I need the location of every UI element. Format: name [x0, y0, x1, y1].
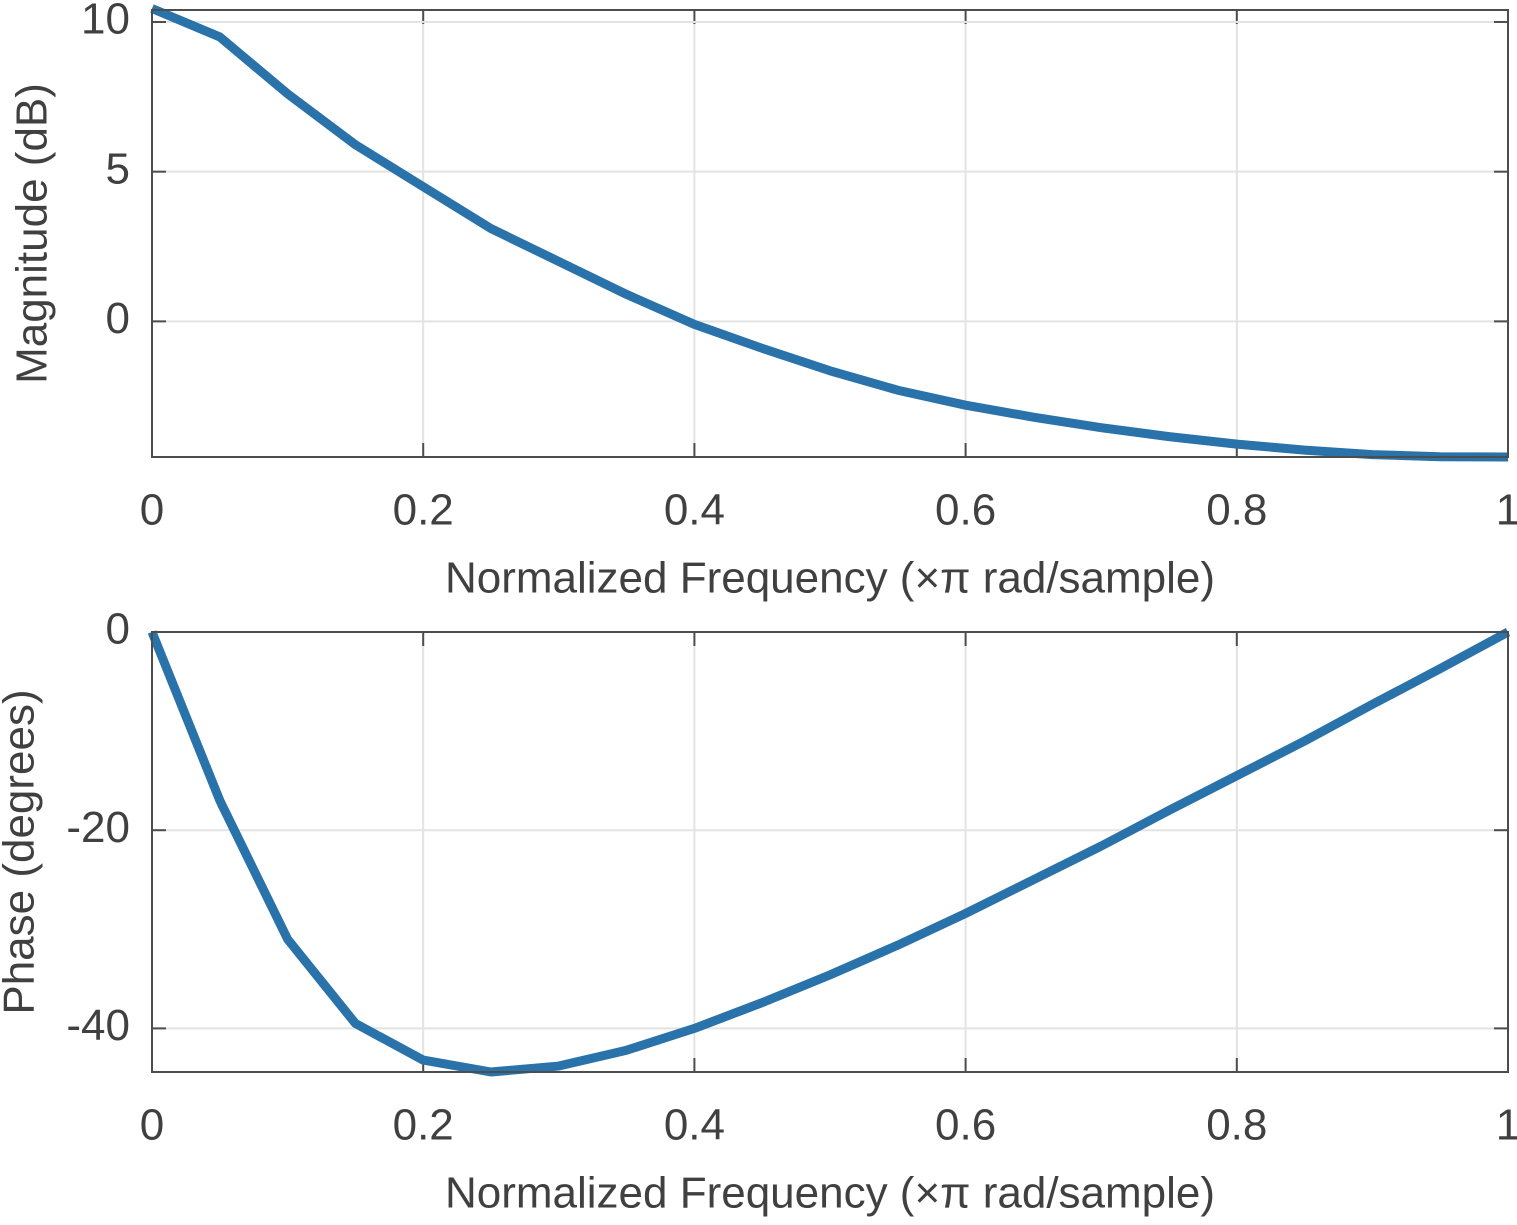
y-tick-label: 0	[106, 605, 130, 654]
y-tick-label: -40	[66, 1001, 130, 1050]
x-axis-label: Normalized Frequency (×π rad/sample)	[445, 1169, 1215, 1218]
plot-area	[152, 10, 1508, 457]
x-tick-label: 0	[140, 1101, 164, 1150]
x-tick-label: 0	[140, 486, 164, 535]
axes-box	[151, 631, 1509, 1073]
plot-area	[152, 632, 1508, 1072]
x-tick-label: 0.6	[935, 486, 996, 535]
x-axis-label: Normalized Frequency (×π rad/sample)	[445, 554, 1215, 603]
x-tick-label: 1	[1496, 486, 1517, 535]
line	[147, 628, 1511, 1077]
y-tick-label: -20	[66, 803, 130, 852]
x-tick-label: 0.8	[1206, 1101, 1267, 1150]
x-tick-label: 1	[1496, 1101, 1517, 1150]
line	[150, 4, 1509, 462]
x-tick-label: 0.8	[1206, 486, 1267, 535]
y-axis-label: Phase (degrees)	[0, 689, 44, 1014]
axes-box	[151, 9, 1509, 458]
x-tick-label: 0.4	[664, 486, 725, 535]
x-tick-label: 0.6	[935, 1101, 996, 1150]
x-tick-label: 0.4	[664, 1101, 725, 1150]
y-tick-label: 5	[106, 144, 130, 193]
y-tick-label: 10	[81, 0, 130, 44]
x-tick-label: 0.2	[393, 1101, 454, 1150]
y-tick-label: 0	[106, 294, 130, 343]
y-axis-label: Magnitude (dB)	[8, 83, 57, 384]
x-tick-label: 0.2	[393, 486, 454, 535]
